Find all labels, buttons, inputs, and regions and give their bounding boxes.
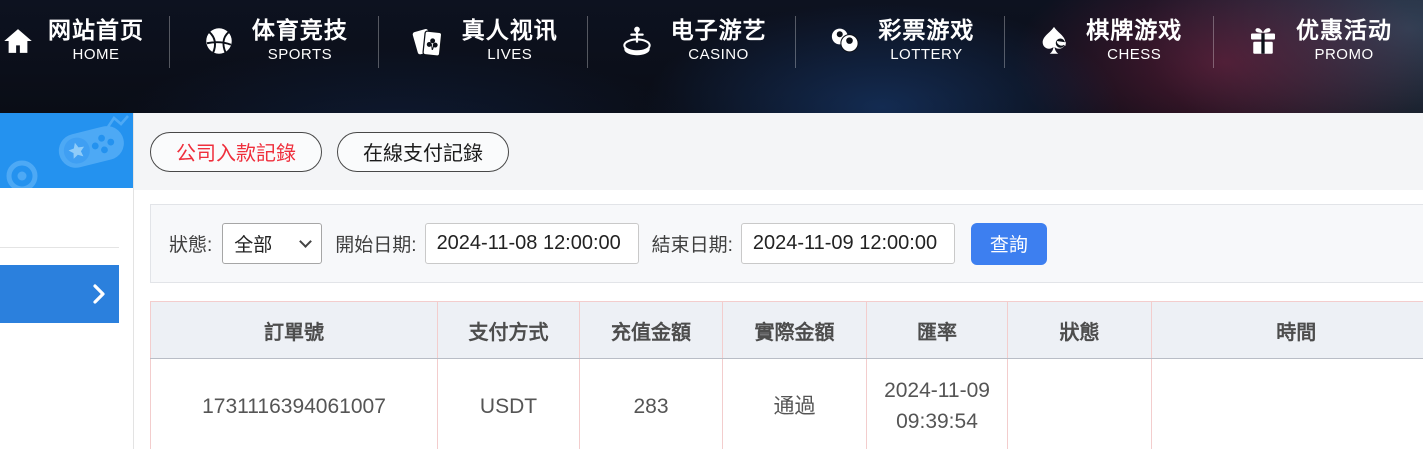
sidebar-divider [0,247,119,248]
status-label: 狀態: [169,235,213,256]
nav-item-chess[interactable]: 棋牌游戏 CHESS [1005,0,1214,113]
status-select-value: 全部 [234,235,273,256]
nav-label-en: LIVES [487,46,533,63]
sidebar-expand-button[interactable] [0,265,119,323]
start-date-input[interactable] [424,223,639,264]
nav-item-home[interactable]: 网站首页 HOME [0,0,170,113]
column-header-actual-amount: 實際金額 [722,301,867,359]
filter-panel: 狀態: 全部 開始日期: 結束日期: 查詢 [150,204,1423,283]
search-button[interactable]: 查詢 [970,222,1047,265]
column-header-pay-method: 支付方式 [437,301,580,359]
cell-actual-amount: 通過 [722,358,867,449]
nav-item-promo[interactable]: 优惠活动 PROMO [1214,0,1423,113]
nav-label-zh: 电子游艺 [670,17,767,43]
nav-item-sports[interactable]: 体育竞技 SPORTS [170,0,379,113]
cell-rate: 2024-11-09 09:39:54 [866,358,1008,449]
column-header-time: 時間 [1151,301,1423,359]
sidebar-banner[interactable] [0,113,133,188]
spade-icon [1037,19,1071,63]
cell-order-no: 1731116394061007 [202,394,386,418]
cards-icon [409,19,447,65]
chevron-right-icon [93,284,105,304]
records-table: 訂單號 支付方式 充值金額 實際金額 匯率 狀態 時間 173111639406… [150,301,1423,449]
end-date-label: 結束日期: [651,235,733,256]
record-tabs: 公司入款記錄 在線支付記錄 [134,113,1423,190]
nav-label-zh: 网站首页 [48,17,144,43]
table-row: 1731116394061007 USDT 283 通過 2024-11-09 … [151,358,1423,449]
nav-label-zh: 棋牌游戏 [1086,17,1183,43]
lottery-balls-icon [827,19,863,63]
start-date-label: 開始日期: [335,235,417,256]
nav-item-lives[interactable]: 真人视讯 LIVES [379,0,588,113]
status-select[interactable]: 全部 [222,223,323,264]
nav-label-zh: 优惠活动 [1296,17,1393,43]
nav-label-zh: 体育竞技 [251,17,348,43]
nav-label-en: SPORTS [267,46,333,63]
nav-label-en: CHESS [1107,46,1162,63]
gamepad-illustration [6,115,129,188]
nav-label-zh: 彩票游戏 [878,17,975,43]
gift-icon [1245,19,1281,63]
chevron-down-icon [299,234,313,248]
column-header-deposit-amount: 充值金額 [579,301,723,359]
cell-status [1007,358,1152,449]
column-header-status: 狀態 [1007,301,1152,359]
nav-label-en: CASINO [688,46,749,63]
basketball-icon [201,19,237,63]
column-header-order-no: 訂單號 [150,301,438,359]
nav-item-lottery[interactable]: 彩票游戏 LOTTERY [796,0,1006,113]
cell-pay-method: USDT [437,358,580,449]
nav-label-en: LOTTERY [890,46,963,63]
end-date-input[interactable] [740,223,955,264]
nav-label-en: PROMO [1314,46,1374,63]
tab-online-payment-records[interactable]: 在線支付記錄 [337,131,509,172]
nav-item-casino[interactable]: 电子游艺 CASINO [588,0,797,113]
tab-company-deposit-records[interactable]: 公司入款記錄 [150,131,322,172]
roulette-icon [618,19,656,63]
column-header-rate: 匯率 [866,301,1008,359]
table-header-row: 訂單號 支付方式 充值金額 實際金額 匯率 狀態 時間 [150,301,1423,359]
top-nav: 网站首页 HOME 体育竞技 SPORTS [0,0,1423,113]
sidebar [0,113,134,449]
cell-deposit-amount: 283 [579,358,723,449]
nav-label-zh: 真人视讯 [461,17,558,43]
cell-time [1151,358,1423,449]
nav-label-en: HOME [72,46,120,63]
home-icon [3,19,33,63]
